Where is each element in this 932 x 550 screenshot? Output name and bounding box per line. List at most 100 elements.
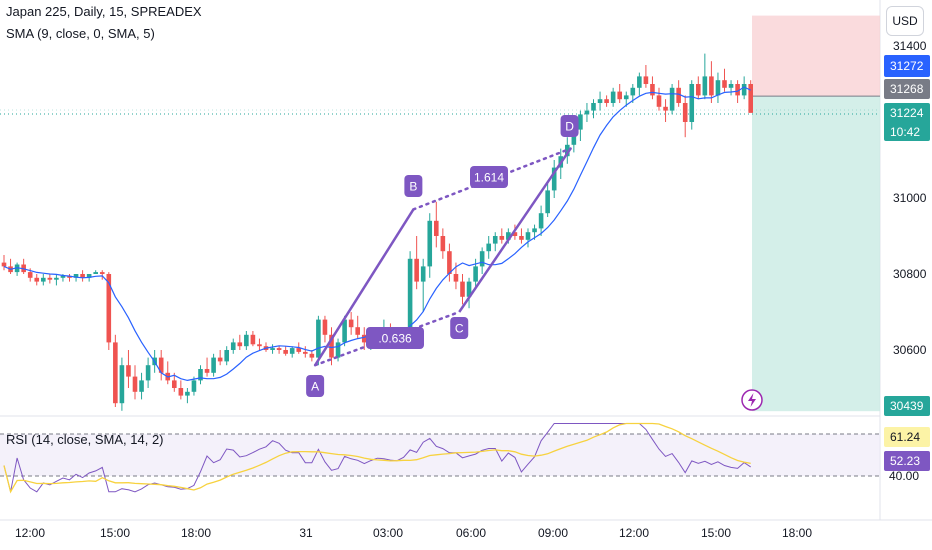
- candle-body: [637, 76, 642, 88]
- candle: [119, 357, 125, 411]
- candle: [689, 80, 695, 130]
- candle: [591, 99, 596, 119]
- candle: [93, 270, 98, 274]
- candle: [80, 270, 85, 282]
- risk-zone: [752, 15, 880, 97]
- candle-body: [132, 376, 138, 392]
- candle-body: [54, 277, 59, 280]
- candle: [741, 76, 747, 100]
- candle: [499, 228, 505, 244]
- candle-body: [440, 236, 446, 252]
- candle-body: [663, 106, 668, 111]
- candle-body: [741, 84, 747, 96]
- candle: [244, 331, 249, 350]
- candle: [316, 315, 321, 366]
- candle: [407, 251, 413, 335]
- candle-body: [158, 357, 164, 373]
- candle: [728, 80, 734, 96]
- candle: [263, 342, 269, 352]
- candle: [204, 357, 210, 377]
- candle-body: [322, 319, 328, 335]
- point-b-label-bg: [404, 175, 423, 197]
- candle: [158, 350, 164, 381]
- candle-body: [519, 236, 524, 240]
- candle: [329, 327, 334, 366]
- candle: [14, 262, 20, 276]
- candle-body: [67, 275, 72, 278]
- candle: [113, 334, 118, 407]
- candle: [185, 388, 190, 404]
- candle-body: [1, 262, 7, 267]
- rsi-sma-label: 61.24: [884, 427, 930, 447]
- candle-body: [217, 357, 223, 362]
- candle: [427, 213, 433, 278]
- candle: [715, 72, 721, 103]
- candle-body: [283, 350, 288, 354]
- candle: [178, 380, 184, 400]
- candle: [54, 274, 59, 286]
- candle-body: [656, 95, 662, 107]
- candle-body: [420, 266, 426, 282]
- candle: [276, 346, 282, 354]
- candle: [224, 346, 229, 366]
- time-tick: 31: [299, 526, 313, 540]
- candle-body: [289, 348, 295, 354]
- candle-body: [578, 114, 583, 130]
- candle-body: [748, 84, 753, 113]
- candle-body: [610, 91, 616, 103]
- candle: [604, 95, 609, 107]
- candle: [748, 80, 753, 113]
- point-b-label-text: B: [409, 180, 417, 194]
- candle: [545, 182, 550, 217]
- candle: [643, 65, 649, 88]
- candle: [237, 334, 243, 350]
- candle-body: [303, 351, 308, 354]
- currency-button[interactable]: USD: [886, 6, 924, 36]
- lightning-icon-bolt: [748, 393, 756, 407]
- candle: [722, 68, 727, 92]
- candle-body: [27, 272, 33, 278]
- candle: [191, 376, 197, 396]
- candle: [479, 247, 485, 274]
- candle-body: [486, 243, 491, 252]
- sma-legend[interactable]: SMA (9, close, 0, SMA, 5): [6, 26, 155, 41]
- candle-body: [630, 87, 636, 96]
- symbol-title[interactable]: Japan 225, Daily, 15, SPREADEX: [6, 4, 202, 19]
- candle-body: [728, 84, 734, 88]
- rsi-value-label: 52.23: [884, 451, 930, 471]
- candle: [126, 350, 131, 388]
- candle: [289, 346, 295, 358]
- candle-body: [224, 350, 229, 362]
- candle: [355, 315, 360, 339]
- candle-body: [60, 275, 66, 278]
- candle-body: [145, 365, 151, 381]
- point-c-label: C: [450, 317, 469, 339]
- candle-body: [643, 76, 649, 84]
- candle: [466, 277, 472, 309]
- candle-body: [434, 220, 439, 236]
- candle-body: [34, 277, 40, 282]
- ratio-cd-label-text: 1.614: [474, 171, 504, 185]
- candle-body: [584, 110, 590, 115]
- candle-body: [676, 87, 681, 103]
- candle-body: [126, 365, 131, 377]
- candle-body: [538, 213, 544, 229]
- candle-body: [427, 220, 433, 267]
- candle-body: [709, 76, 714, 96]
- candle-body: [479, 251, 485, 267]
- rsi-legend[interactable]: RSI (14, close, SMA, 14, 2): [6, 432, 164, 447]
- time-tick: 03:00: [373, 526, 403, 540]
- candle: [303, 346, 308, 358]
- candle-body: [139, 380, 144, 392]
- candle: [525, 228, 531, 248]
- time-tick: 15:00: [100, 526, 130, 540]
- candle: [217, 350, 223, 366]
- candle: [257, 338, 262, 350]
- ratio-ab-label: .0.636: [366, 327, 424, 349]
- candle-body: [361, 334, 367, 343]
- point-d-label-text: D: [565, 120, 574, 134]
- point-c-label-bg: [450, 317, 469, 339]
- point-a-label-bg: [306, 375, 325, 397]
- candle: [578, 110, 583, 141]
